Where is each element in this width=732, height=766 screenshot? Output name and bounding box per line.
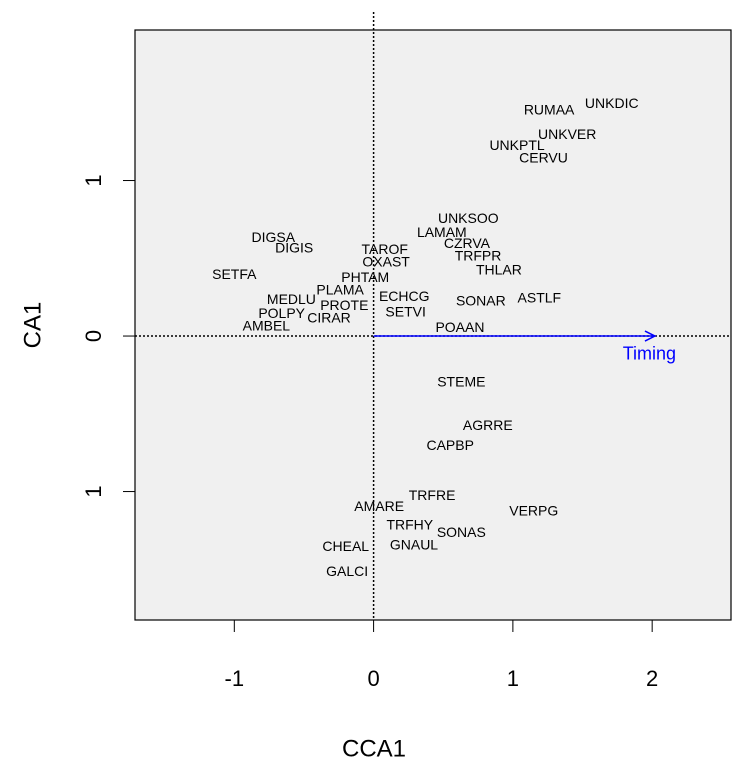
species-label: GNAUL <box>390 537 438 553</box>
y-tick-label: 1 <box>81 174 106 186</box>
species-label: AMBEL <box>243 317 291 333</box>
y-tick-label: 0 <box>81 330 106 342</box>
species-label: TRFPR <box>455 247 502 263</box>
species-label: OXAST <box>362 254 410 270</box>
x-axis-title: CCA1 <box>342 735 406 762</box>
species-label: AMARE <box>354 498 404 514</box>
x-tick-label: -1 <box>225 666 245 691</box>
species-label: DIGIS <box>275 240 313 256</box>
plot-area <box>135 30 731 620</box>
species-label: SETFA <box>212 266 257 282</box>
species-label: POAAN <box>435 319 484 335</box>
species-label: ASTLF <box>518 289 562 305</box>
species-label: SETVI <box>385 303 425 319</box>
biplot-arrowhead <box>644 330 657 342</box>
species-label: UNKSOO <box>438 210 499 226</box>
species-label: PLAMA <box>316 282 364 298</box>
species-label: ECHCG <box>379 288 430 304</box>
y-tick-label: 1 <box>81 485 106 497</box>
species-label: LAMAM <box>417 224 467 240</box>
species-label: POLPY <box>258 305 305 321</box>
species-label: TRFHY <box>386 516 433 532</box>
x-tick-label: 0 <box>367 666 379 691</box>
species-label: THLAR <box>476 261 522 277</box>
species-label: CERVU <box>519 149 568 165</box>
x-tick-label: 2 <box>646 666 658 691</box>
species-label: PROTE <box>320 297 368 313</box>
species-label: UNKDIC <box>585 95 639 111</box>
species-label: UNKPTL <box>489 137 544 153</box>
species-label: SONAS <box>437 524 486 540</box>
species-label: GALCI <box>326 563 368 579</box>
species-label: STEME <box>437 373 485 389</box>
biplot-label: Timing <box>623 343 676 363</box>
y-axis-title: CA1 <box>19 302 46 349</box>
species-label: UNKVER <box>538 126 596 142</box>
species-label: AGRRE <box>463 417 513 433</box>
plot-border <box>134 29 732 621</box>
species-label: SONAR <box>456 293 506 309</box>
species-label: CZRVA <box>444 235 491 251</box>
species-label: PHTAM <box>341 269 389 285</box>
species-label: CAPBP <box>426 437 473 453</box>
species-label: RUMAA <box>524 101 575 117</box>
species-label: MEDLU <box>267 291 316 307</box>
x-tick-label: 1 <box>507 666 519 691</box>
species-label: TAROF <box>362 241 408 257</box>
species-label: DIGSA <box>252 229 296 245</box>
species-label: CHEAL <box>322 538 369 554</box>
species-label: VERPG <box>509 502 558 518</box>
species-label: TRFRE <box>409 487 456 503</box>
species-label: CIRAR <box>307 310 351 326</box>
